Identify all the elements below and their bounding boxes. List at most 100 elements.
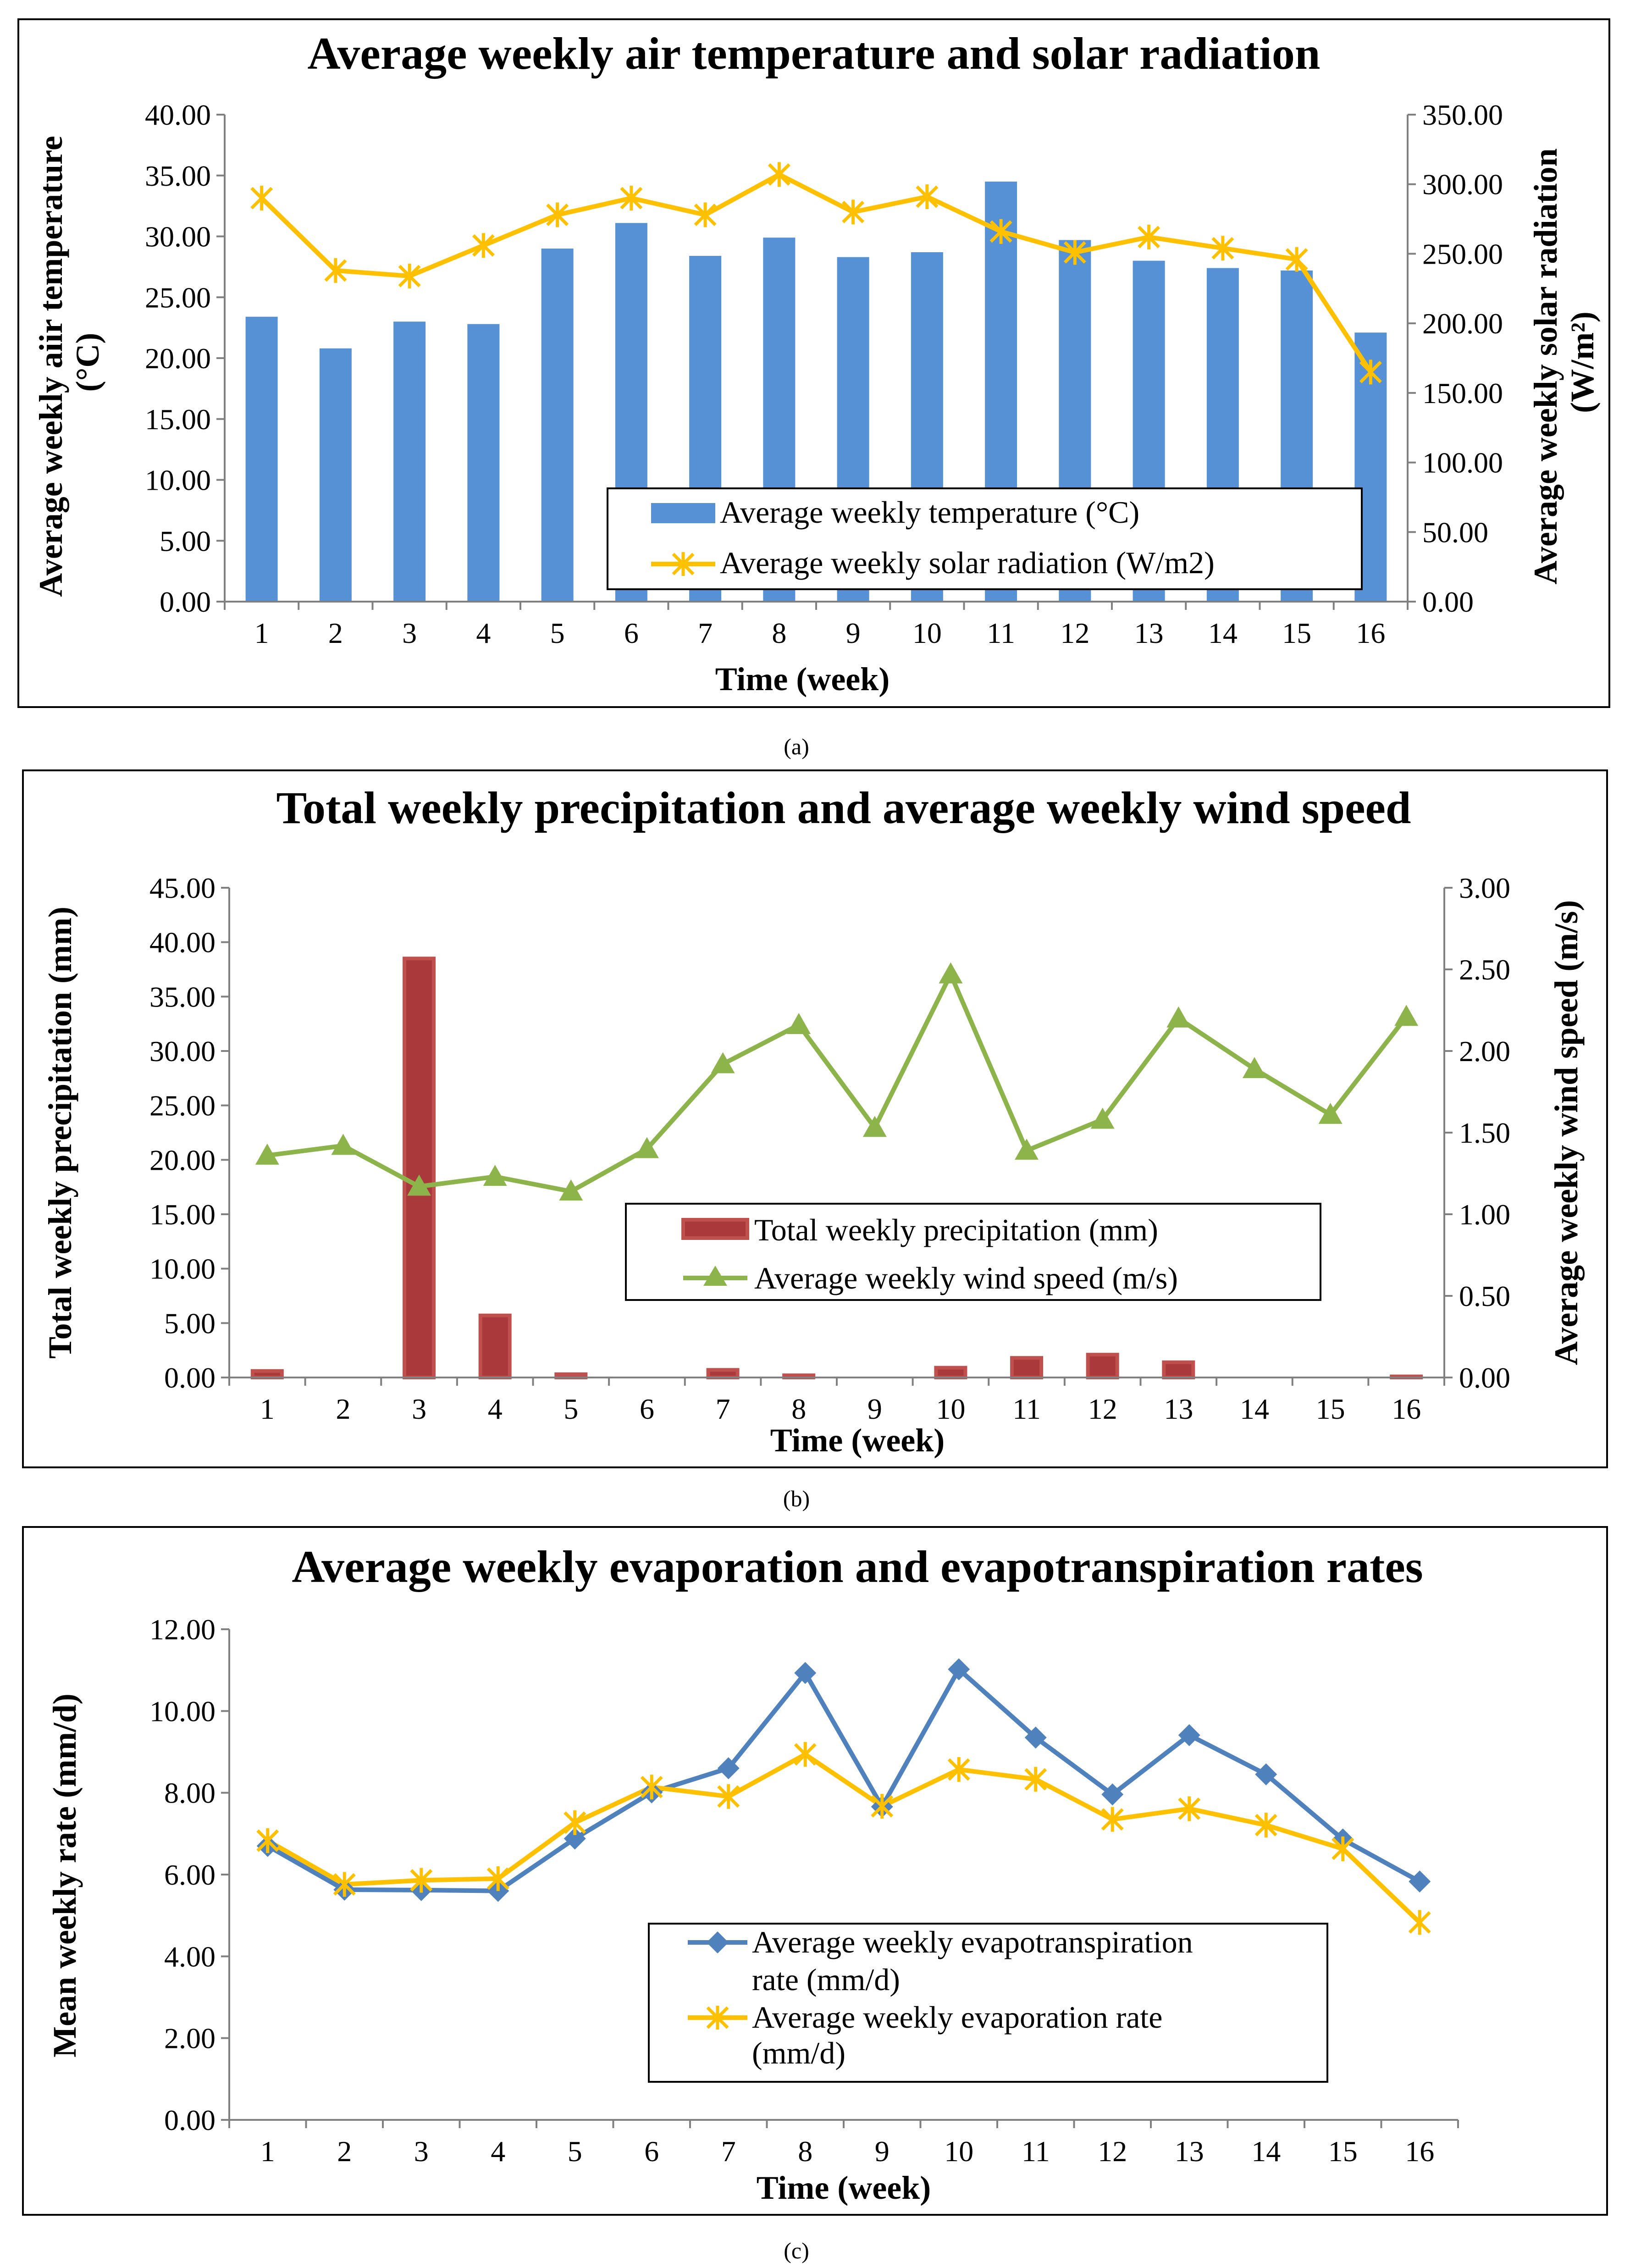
precipitation-bar [934, 1366, 967, 1379]
panel-c-legend-et-line-1: Average weekly evapotranspiration [752, 1925, 1193, 1959]
panel-a-y-label: Average weekly aiir temperature (°C) [33, 127, 106, 597]
temperature-bar [245, 316, 278, 602]
panel-c-x-tick-label: 1 [260, 2135, 275, 2168]
panel-b-y-tick-label: 40.00 [149, 926, 215, 959]
panel-b-legend-triangle-marker [703, 1266, 727, 1286]
panel-a-y2-tick-label: 300.00 [1422, 168, 1503, 201]
evaporation-point [947, 1757, 970, 1782]
panel-a-legend-star-marker [672, 552, 695, 576]
panel-a-y2-label-line-1: Average weekly solar radiation [1527, 148, 1564, 584]
panel-b-x-tick-label: 5 [564, 1393, 578, 1425]
panel-b-y-tick-label: 35.00 [149, 980, 215, 1013]
panel-b-x-tick-label: 15 [1316, 1393, 1345, 1425]
panel-b-x-tick-label: 8 [791, 1393, 806, 1425]
caption-b: (b) [783, 1486, 810, 1511]
panel-a-frame [17, 18, 1610, 708]
precipitation-bar [1010, 1356, 1044, 1380]
panel-b-x-tick-label: 3 [412, 1393, 426, 1425]
panel-a-y-tick-label: 10.00 [145, 464, 211, 497]
panel-a-y2-tick-label: 0.00 [1422, 586, 1474, 618]
solar-radiation-point [1359, 360, 1382, 385]
panel-b-y-tick-label: 0.00 [164, 1361, 215, 1394]
wind-speed-point [635, 1137, 659, 1158]
panel-b-y2-label: Average weekly wind speed (m/s) [1548, 900, 1585, 1366]
evaporation-point [1254, 1813, 1277, 1838]
evapotranspiration-point [1255, 1763, 1277, 1786]
panel-a-x-tick-label: 9 [846, 617, 861, 649]
wind-speed-point [939, 962, 963, 984]
solar-radiation-point [398, 263, 421, 288]
panel-c-y-tick-label: 0.00 [164, 2104, 215, 2136]
panel-b-wind-line [255, 962, 1419, 1201]
panel-b-x-tick-label: 1 [260, 1393, 275, 1425]
panel-b-x-tick-label: 6 [640, 1393, 654, 1425]
panel-c-y-tick-label: 10.00 [149, 1695, 215, 1727]
wind-speed-point [1090, 1107, 1115, 1129]
panel-b-y2-tick-label: 2.50 [1459, 953, 1510, 986]
panel-c-x-tick-label: 5 [568, 2135, 582, 2168]
evaporation-point [1101, 1807, 1124, 1832]
panel-a-x-tick-label: 3 [402, 617, 417, 649]
caption-a: (a) [784, 734, 809, 759]
evapotranspiration-point [1178, 1724, 1200, 1746]
panel-b-x-tick-label: 13 [1164, 1393, 1193, 1425]
panel-b-legend-bar-swatch [681, 1218, 749, 1240]
panel-b-x-tick-label: 9 [867, 1393, 882, 1425]
evaporation-line [266, 1752, 1421, 1924]
solar-radiation-point [916, 184, 939, 210]
panel-c-x-tick-label: 16 [1405, 2135, 1434, 2168]
temperature-bar [319, 348, 352, 602]
panel-b-x-tick-label: 11 [1012, 1393, 1041, 1425]
wind-speed-point [862, 1116, 887, 1137]
evaporation-point [333, 1872, 356, 1897]
panel-a-x-ticks: 1 2 3 4 5 6 7 8 9 10 11 12 13 14 15 16 [224, 602, 1409, 649]
wind-speed-point [331, 1134, 355, 1155]
evaporation-point [1178, 1796, 1201, 1821]
panel-c-x-tick-label: 9 [875, 2135, 890, 2168]
panel-b: Total weekly precipitation and average w… [22, 769, 1608, 1468]
wind-speed-point [711, 1052, 735, 1073]
wind-speed-point [1166, 1006, 1191, 1028]
panel-a-y-tick-label: 0.00 [160, 586, 211, 618]
wind-speed-point [483, 1165, 507, 1186]
solar-radiation-point [1211, 236, 1234, 261]
panel-b-y-tick-label: 20.00 [149, 1144, 215, 1176]
panel-b-y-label: Total weekly precipitation (mm) [42, 907, 78, 1359]
solar-radiation-point [842, 199, 865, 225]
panel-b-x-ticks: 1 2 3 4 5 6 7 8 9 10 11 12 13 14 15 16 [228, 1377, 1445, 1425]
panel-a-x-tick-label: 15 [1282, 617, 1311, 649]
panel-a-y2-tick-label: 200.00 [1422, 307, 1503, 340]
evapotranspiration-point [948, 1658, 970, 1681]
panel-c-x-tick-label: 13 [1175, 2135, 1204, 2168]
wind-speed-point [559, 1179, 583, 1201]
panel-c-x-tick-label: 8 [798, 2135, 812, 2168]
panel-b-x-tick-label: 2 [336, 1393, 350, 1425]
panel-a-legend-solar: Average weekly solar radiation (W/m2) [720, 545, 1215, 580]
solar-radiation-point [989, 219, 1012, 244]
panel-c-x-tick-label: 4 [491, 2135, 505, 2168]
panel-a-legend-temperature: Average weekly temperature (°C) [720, 495, 1139, 530]
panel-a: Average weekly air temperature and solar… [17, 18, 1610, 708]
panel-c-x-tick-label: 6 [644, 2135, 659, 2168]
panel-c-series-lines [256, 1658, 1431, 1935]
panel-c: Average weekly evaporation and evapotran… [22, 1526, 1608, 2216]
panel-c-legend-evap-line-1: Average weekly evaporation rate [752, 2000, 1163, 2035]
solar-radiation-point [620, 186, 643, 211]
panel-a-x-tick-label: 5 [550, 617, 565, 649]
wind-speed-point [1242, 1057, 1266, 1079]
panel-c-legend-box [648, 1923, 1328, 2083]
evaporation-point [717, 1784, 740, 1809]
evaporation-point [794, 1742, 817, 1767]
panel-a-y2-tick-label: 50.00 [1422, 516, 1488, 548]
solar-radiation-point [472, 233, 495, 258]
wind-speed-point [1318, 1102, 1343, 1124]
panel-b-y2-tick-label: 3.00 [1459, 872, 1510, 904]
panel-a-legend: Average weekly temperature (°C) Average … [607, 487, 1363, 590]
panel-c-title: Average weekly evaporation and evapotran… [292, 1541, 1423, 1592]
precipitation-bar [478, 1313, 512, 1379]
panel-a-x-tick-label: 13 [1134, 617, 1164, 649]
panel-b-y-tick-label: 15.00 [149, 1198, 215, 1231]
panel-a-y-tick-label: 20.00 [145, 342, 211, 375]
evapotranspiration-point [1101, 1783, 1124, 1806]
